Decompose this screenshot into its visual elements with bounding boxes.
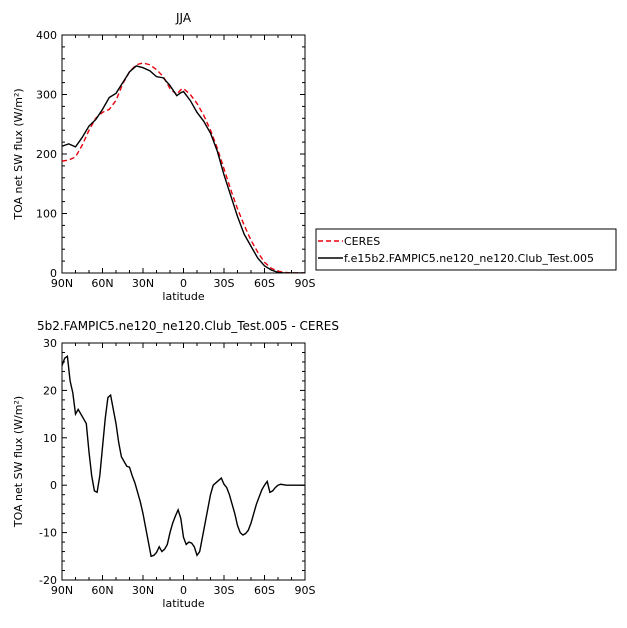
chart-title: JJA <box>175 11 192 25</box>
x-tick-label: 0 <box>180 277 187 290</box>
y-tick-label: 0 <box>50 267 57 280</box>
x-tick-label: 90S <box>295 584 316 597</box>
y-tick-label: 200 <box>36 148 57 161</box>
y-axis-label: TOA net SW flux (W/m²) <box>12 88 25 220</box>
x-tick-label: 60N <box>91 277 113 290</box>
y-tick-label: -10 <box>39 527 57 540</box>
y-tick-label: 0 <box>50 479 57 492</box>
x-tick-label: 30S <box>214 584 235 597</box>
y-axis-label: TOA net SW flux (W/m²) <box>12 396 25 528</box>
y-tick-label: 30 <box>43 337 57 350</box>
y-tick-label: 300 <box>36 89 57 102</box>
x-tick-label: 90S <box>295 277 316 290</box>
legend: CERES f.e15b2.FAMPIC5.ne120_ne120.Club_Te… <box>315 228 617 271</box>
plot-frame <box>61 342 306 581</box>
y-tick-label: 10 <box>43 432 57 445</box>
y-tick-label: 100 <box>36 208 57 221</box>
legend-box <box>315 228 617 271</box>
x-tick-label: 60N <box>91 584 113 597</box>
chart-2: 90N 60N 30N 0 30S 60S 90S -20 -10 0 10 20 30 5b2.FAMP… <box>12 319 339 610</box>
legend-entry: CERES <box>344 235 380 248</box>
chart-1: 90N 60N 30N 0 30S 60S 90S 0 100 200 300 400 JJA latit… <box>12 11 316 303</box>
chart-title: 5b2.FAMPIC5.ne120_ne120.Club_Test.005 - … <box>37 319 339 333</box>
x-tick-label: 30N <box>132 277 154 290</box>
x-tick-label: 30S <box>214 277 235 290</box>
plot-frame <box>61 34 306 274</box>
y-tick-label: 400 <box>36 29 57 42</box>
x-tick-label: 60S <box>254 277 275 290</box>
x-tick-label: 30N <box>132 584 154 597</box>
x-tick-label: 60S <box>254 584 275 597</box>
x-axis-label: latitude <box>162 597 204 610</box>
series-line-ceres <box>62 62 305 273</box>
x-axis-label: latitude <box>162 290 204 303</box>
x-tick-label: 0 <box>180 584 187 597</box>
y-tick-label: 20 <box>43 384 57 397</box>
legend-entry: f.e15b2.FAMPIC5.ne120_ne120.Club_Test.00… <box>344 252 594 265</box>
series-line-1 <box>62 355 305 558</box>
y-tick-label: -20 <box>39 574 57 587</box>
series-line-f-e15b2-fampic5-ne120-ne120-club-test-005 <box>62 65 305 273</box>
x-tick-label: 90N <box>51 584 73 597</box>
x-tick-label: 90N <box>51 277 73 290</box>
